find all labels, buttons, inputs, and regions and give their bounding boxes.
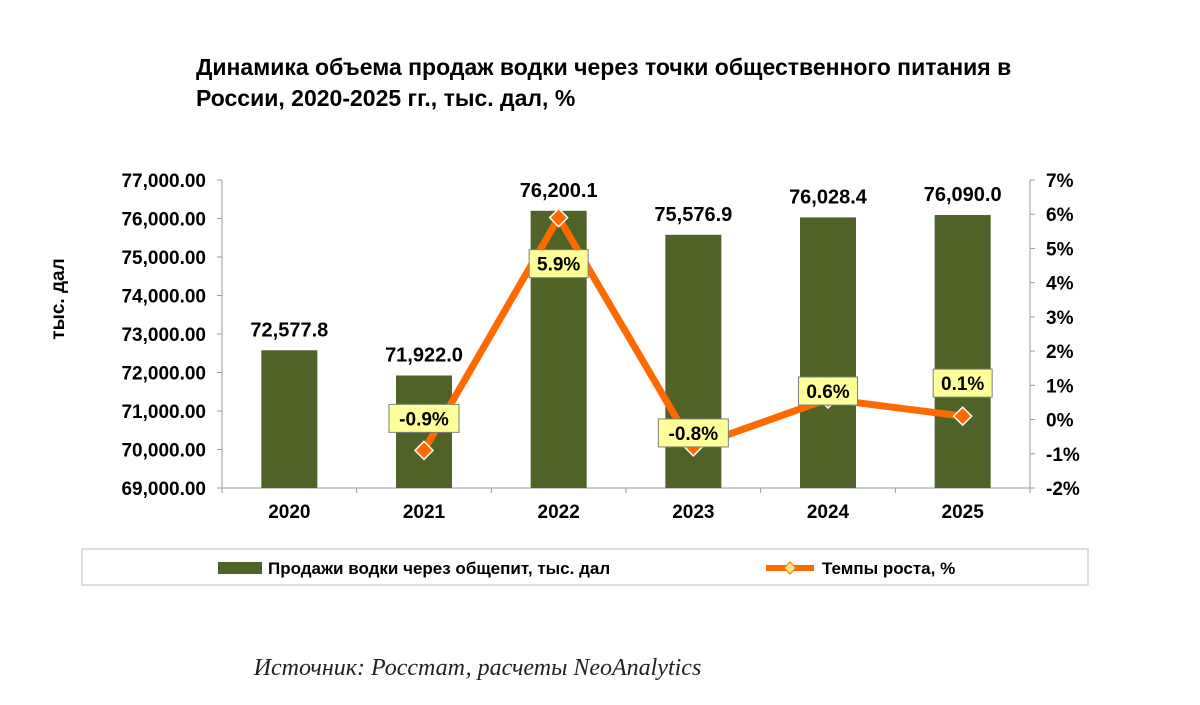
y-tick-label: 69,000.00 xyxy=(121,479,206,500)
growth-label: -0.9% xyxy=(388,403,460,433)
y2-tick-label: -1% xyxy=(1046,445,1080,466)
legend-bar-swatch xyxy=(218,562,262,574)
y2-tick-label: 0% xyxy=(1046,411,1074,432)
legend-line-label: Темпы роста, % xyxy=(822,559,955,578)
x-tick-label: 2025 xyxy=(942,502,985,523)
growth-marker xyxy=(952,406,973,427)
growth-label: 0.6% xyxy=(798,376,858,406)
growth-label: 0.1% xyxy=(932,368,993,398)
growth-label: -0.8% xyxy=(657,418,729,448)
y-tick-label: 72,000.00 xyxy=(121,364,206,385)
y2-tick-label: 7% xyxy=(1046,171,1074,192)
growth-marker xyxy=(413,440,435,461)
data-labels: 72,577.8 71,922.0 76,200.1 75,576.9 76,028.4… xyxy=(250,180,1002,448)
growth-label-box xyxy=(657,418,729,448)
growth-label-text: 0.1% xyxy=(941,374,984,395)
y2-tick-label: 5% xyxy=(1046,239,1074,260)
y-tick-label: 74,000.00 xyxy=(121,287,206,308)
bar-value-label: 71,922.0 xyxy=(385,345,463,367)
growth-label-text: -0.9% xyxy=(399,409,449,430)
legend-line-marker xyxy=(783,561,797,575)
bar xyxy=(261,350,318,488)
growth-label-box xyxy=(388,403,460,433)
bar-series xyxy=(261,210,991,488)
y-tick-label: 71,000.00 xyxy=(121,402,206,423)
y-tick-label: 73,000.00 xyxy=(121,325,206,346)
growth-marker xyxy=(548,207,569,228)
growth-label-text: 5.9% xyxy=(537,255,580,276)
bar xyxy=(934,215,991,488)
source-note: Источник: Росстат, расчеты NeoAnalytics xyxy=(253,655,702,681)
bar-value-label: 76,028.4 xyxy=(789,186,868,208)
y-tick-label: 70,000.00 xyxy=(121,441,206,462)
x-tick-label: 2021 xyxy=(403,502,446,523)
y-tick-label: 77,000.00 xyxy=(121,171,206,192)
y2-tick-label: 4% xyxy=(1046,274,1074,295)
legend-bar-label: Продажи водки через общепит, тыс. дал xyxy=(268,559,610,578)
growth-label-text: 0.6% xyxy=(806,382,849,403)
y-tick-label: 76,000.00 xyxy=(121,210,206,231)
x-tick-label: 2020 xyxy=(268,502,310,523)
bar xyxy=(800,217,856,488)
chart-title: Динамика объема продаж водки через точки… xyxy=(196,54,1012,111)
growth-label-text: -0.8% xyxy=(669,424,719,445)
y2-tick-label: 1% xyxy=(1046,376,1074,397)
x-tick-label: 2023 xyxy=(672,502,714,523)
bar-value-label: 72,577.8 xyxy=(250,319,328,341)
x-tick-label: 2024 xyxy=(807,502,850,523)
y2-tick-label: 3% xyxy=(1046,308,1074,329)
growth-label-box xyxy=(528,249,589,279)
y-tick-label: 75,000.00 xyxy=(121,248,206,269)
y2-tick-label: 2% xyxy=(1046,342,1074,363)
growth-label: 5.9% xyxy=(528,249,589,279)
y-axis-title: тыс. дал xyxy=(48,258,69,339)
y2-tick-label: 6% xyxy=(1046,205,1074,226)
bar-value-label: 75,576.9 xyxy=(654,204,732,226)
growth-label-box xyxy=(798,376,858,406)
legend: Продажи водки через общепит, тыс. дал Тем… xyxy=(81,548,1089,586)
bar-value-label: 76,090.0 xyxy=(924,184,1002,206)
y2-tick-label: -2% xyxy=(1046,479,1080,500)
bar-value-label: 76,200.1 xyxy=(520,180,598,202)
axes: 77,000.00 76,000.00 75,000.00 74,000.00 73,0… xyxy=(48,171,1080,523)
growth-label-box xyxy=(932,368,993,398)
x-tick-label: 2022 xyxy=(538,502,580,523)
